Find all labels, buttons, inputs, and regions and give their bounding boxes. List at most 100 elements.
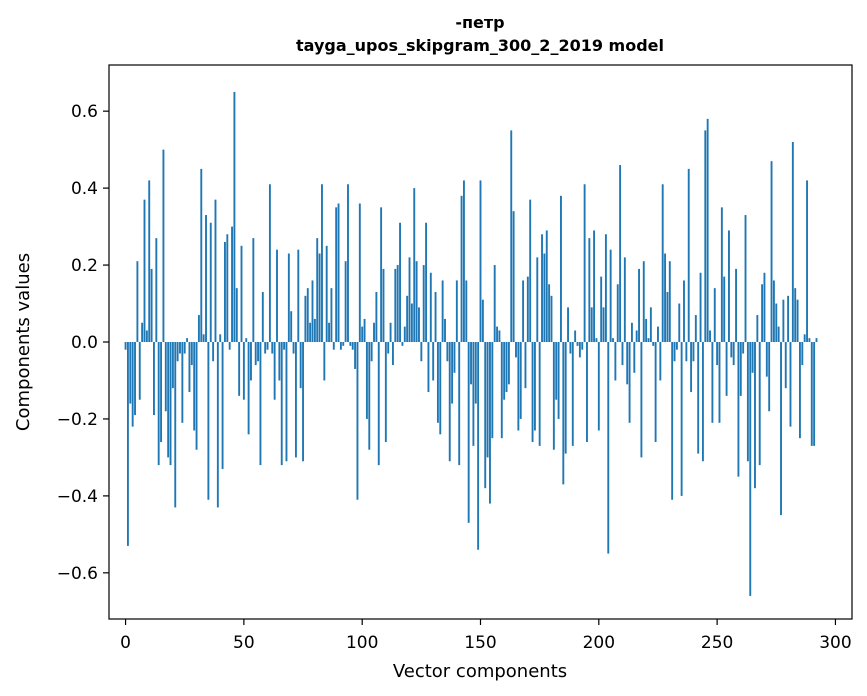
bar-212 <box>626 342 629 385</box>
bar-268 <box>758 342 761 466</box>
bar-194 <box>583 184 586 342</box>
bar-193 <box>581 342 584 350</box>
bar-117 <box>401 342 404 346</box>
bar-252 <box>720 207 723 342</box>
bar-178 <box>545 230 548 342</box>
bar-168 <box>522 280 525 342</box>
bar-192 <box>578 342 581 358</box>
bar-108 <box>380 207 383 342</box>
y-tick-label: −0.2 <box>57 410 98 430</box>
bar-281 <box>789 342 792 427</box>
bar-72 <box>294 342 297 458</box>
bar-46 <box>233 91 236 343</box>
bar-261 <box>742 342 745 354</box>
bar-199 <box>595 338 598 342</box>
bar-290 <box>810 342 813 446</box>
bar-16 <box>162 149 165 342</box>
bar-50 <box>242 342 245 400</box>
bar-235 <box>680 342 683 496</box>
bar-151 <box>481 299 484 342</box>
bar-123 <box>415 261 418 342</box>
bar-138 <box>451 342 454 404</box>
bar-236 <box>683 280 685 342</box>
bar-182 <box>555 342 558 400</box>
bar-49 <box>240 245 243 342</box>
bar-145 <box>467 342 470 523</box>
bar-111 <box>387 342 390 354</box>
bar-265 <box>751 342 754 373</box>
bar-53 <box>250 342 252 381</box>
bar-43 <box>226 234 229 342</box>
bar-73 <box>297 249 300 342</box>
bar-136 <box>446 342 449 362</box>
bar-211 <box>623 257 626 342</box>
bar-233 <box>675 342 678 350</box>
bar-263 <box>746 342 749 462</box>
bar-260 <box>739 342 742 396</box>
bar-278 <box>782 299 785 342</box>
bar-96 <box>351 342 354 350</box>
bar-130 <box>432 342 435 381</box>
bar-82 <box>318 253 321 342</box>
bar-34 <box>205 215 207 342</box>
bar-228 <box>664 253 667 342</box>
bar-20 <box>171 342 174 389</box>
bar-185 <box>562 342 565 485</box>
bar-222 <box>649 307 652 343</box>
bar-42 <box>224 241 226 342</box>
bar-32 <box>200 168 203 343</box>
bar-113 <box>392 342 394 366</box>
bar-204 <box>607 342 610 554</box>
bar-270 <box>763 272 766 342</box>
bar-110 <box>384 342 387 443</box>
bar-254 <box>725 342 728 396</box>
x-tick-label: 0 <box>120 633 131 653</box>
bar-152 <box>484 342 487 489</box>
bar-55 <box>254 342 257 366</box>
bar-27 <box>188 342 191 393</box>
bar-10 <box>148 180 151 342</box>
bar-176 <box>541 234 543 342</box>
bar-156 <box>493 265 496 342</box>
bar-218 <box>640 342 643 458</box>
y-tick-label: −0.6 <box>57 564 98 584</box>
bar-184 <box>560 195 562 342</box>
bar-132 <box>436 342 439 423</box>
bar-64 <box>276 249 278 342</box>
bar-4 <box>134 342 136 416</box>
x-axis-label: Vector components <box>393 661 567 682</box>
bar-97 <box>354 342 357 369</box>
bar-76 <box>304 295 307 342</box>
bar-11 <box>150 268 153 342</box>
bar-227 <box>661 184 664 342</box>
bar-229 <box>666 291 669 342</box>
bar-172 <box>531 342 534 443</box>
bar-75 <box>302 342 304 462</box>
bar-277 <box>780 342 782 516</box>
bar-191 <box>576 342 579 346</box>
bar-79 <box>311 280 314 342</box>
bar-7 <box>141 322 144 342</box>
x-axis-ticks: 0 50 100 150 200 250 300 <box>120 619 852 653</box>
bar-135 <box>444 318 446 342</box>
y-tick-label: 0.2 <box>71 256 98 276</box>
bar-99 <box>358 203 361 342</box>
bar-279 <box>784 342 787 389</box>
bar-23 <box>179 342 181 354</box>
bar-39 <box>216 342 219 508</box>
bar-101 <box>363 318 366 342</box>
bar-142 <box>460 195 463 342</box>
bar-37 <box>212 342 215 362</box>
bar-8 <box>143 199 146 342</box>
bar-217 <box>638 268 640 342</box>
bar-94 <box>347 184 349 342</box>
bar-128 <box>427 342 430 393</box>
bar-71 <box>292 342 295 354</box>
bar-241 <box>694 315 697 342</box>
bar-166 <box>517 342 520 431</box>
bar-258 <box>735 268 737 342</box>
bar-177 <box>543 253 546 342</box>
bar-69 <box>287 253 290 342</box>
bar-255 <box>728 230 730 342</box>
